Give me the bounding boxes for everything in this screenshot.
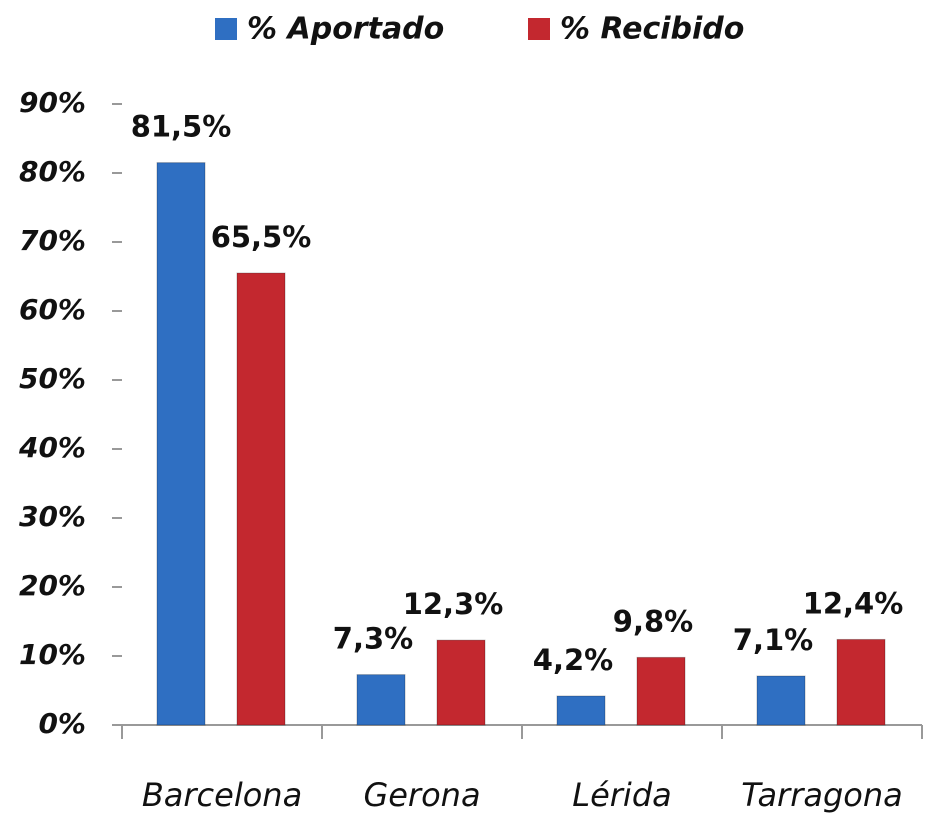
bar xyxy=(556,695,606,726)
y-tick-label: 90% xyxy=(19,86,86,119)
value-label: 81,5% xyxy=(131,110,232,144)
value-label: 12,3% xyxy=(403,587,504,621)
x-tick-label: Tarragona xyxy=(741,776,903,814)
y-tick-label: 0% xyxy=(38,707,86,740)
bar xyxy=(636,656,686,726)
y-tick-label: 20% xyxy=(19,569,86,602)
value-label: 4,2% xyxy=(533,643,613,677)
bar xyxy=(436,639,486,726)
legend-swatch xyxy=(528,18,550,40)
bar xyxy=(356,674,406,726)
y-tick-label: 40% xyxy=(18,431,86,464)
legend-label: % Recibido xyxy=(560,12,744,47)
legend-swatch xyxy=(215,18,237,40)
y-tick-label: 10% xyxy=(19,638,86,671)
y-tick-label: 50% xyxy=(19,362,86,395)
y-tick-label: 30% xyxy=(19,500,86,533)
y-tick-label: 80% xyxy=(19,155,86,188)
y-tick-label: 70% xyxy=(19,224,86,257)
bar xyxy=(756,675,806,726)
x-tick-label: Gerona xyxy=(363,776,480,814)
y-tick-label: 60% xyxy=(19,293,86,326)
value-label: 7,1% xyxy=(733,623,813,657)
x-tick-label: Lérida xyxy=(572,776,671,814)
value-label: 7,3% xyxy=(333,622,413,656)
value-label: 65,5% xyxy=(211,220,312,254)
x-tick-label: Barcelona xyxy=(142,776,302,814)
value-label: 9,8% xyxy=(613,604,693,638)
bar xyxy=(156,162,206,726)
value-label: 12,4% xyxy=(803,586,904,620)
bar xyxy=(236,272,286,726)
legend-label: % Aportado xyxy=(247,12,444,47)
bar xyxy=(836,638,886,726)
